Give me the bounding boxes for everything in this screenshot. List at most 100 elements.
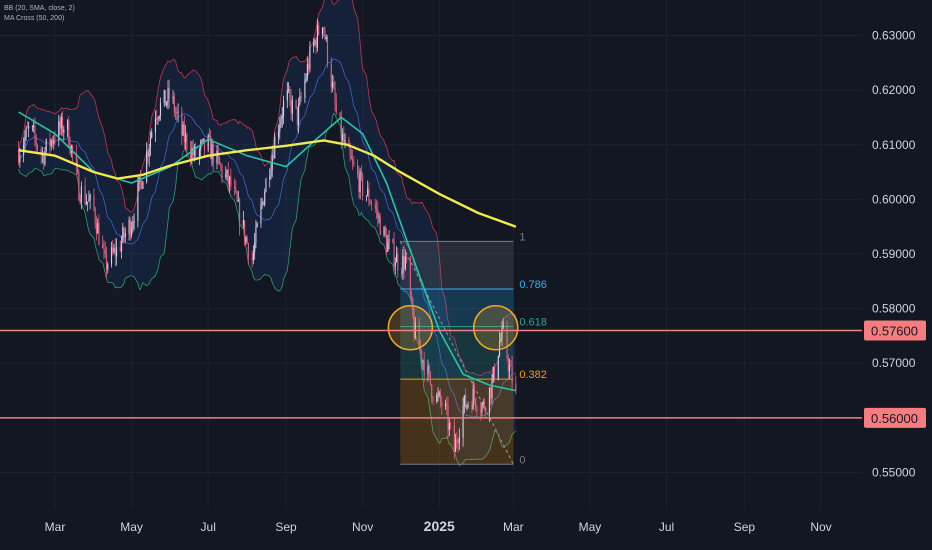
candle-body: [192, 147, 194, 155]
candle: [473, 382, 475, 406]
candle: [288, 82, 290, 93]
candle-body: [122, 227, 124, 242]
candle: [227, 161, 229, 191]
candle: [58, 115, 60, 147]
candle-body: [270, 169, 272, 177]
candle-body: [24, 137, 26, 145]
candle: [453, 416, 455, 460]
bollinger-fill: [18, 0, 516, 466]
price-tick-label: 0.61000: [872, 138, 916, 152]
candle-body: [247, 243, 249, 259]
highlight-circle-2: [473, 304, 519, 351]
candle-body: [164, 90, 167, 106]
candle: [485, 406, 487, 419]
candle-body: [462, 405, 464, 438]
candle-body: [369, 202, 371, 204]
candle: [158, 115, 160, 122]
time-tick-label: Sep: [275, 520, 297, 534]
candle: [211, 138, 213, 167]
candle-body: [316, 25, 319, 48]
price-tick-label: 0.60000: [872, 192, 916, 206]
time-tick-label: Sep: [734, 520, 756, 534]
candle-body: [335, 102, 337, 113]
legend-ma-cross[interactable]: MA Cross (50, 200): [4, 15, 65, 22]
ma-200-line: [18, 139, 517, 228]
candle: [66, 119, 69, 138]
candle-body: [357, 164, 359, 175]
time-tick-label: May: [579, 520, 602, 534]
candle: [151, 128, 153, 139]
candle-body: [365, 195, 367, 197]
candle-body: [237, 200, 239, 202]
candle: [183, 115, 185, 150]
candle-body: [234, 186, 236, 189]
candle-body: [467, 404, 469, 406]
candle-body: [251, 258, 253, 261]
candle: [448, 417, 450, 437]
candle-body: [446, 403, 448, 407]
candle-body: [190, 149, 192, 159]
candle: [282, 95, 285, 125]
candle: [515, 375, 517, 395]
candle-body: [378, 216, 380, 218]
bollinger-upper-band: [18, 0, 517, 376]
candle: [208, 128, 211, 138]
candle-body: [19, 154, 21, 163]
candle-body: [221, 166, 223, 178]
candle: [490, 386, 492, 406]
candle-body: [497, 356, 499, 379]
candle-body: [402, 255, 404, 274]
candle: [247, 242, 249, 265]
candle: [378, 212, 380, 224]
candle: [359, 168, 361, 200]
candle: [68, 116, 70, 148]
candle: [97, 218, 99, 234]
candle: [298, 97, 300, 134]
candle-body: [25, 127, 27, 138]
candle-body: [321, 27, 324, 35]
price-level-badge-label: 0.56000: [871, 411, 918, 426]
candle-body: [456, 439, 458, 444]
candle: [431, 383, 433, 403]
candle: [262, 200, 265, 206]
candle-body: [436, 394, 438, 402]
candle-body: [146, 151, 148, 182]
candle-body: [89, 195, 91, 200]
candle: [120, 235, 123, 259]
fib-level-label-1: 1: [519, 231, 525, 243]
candle: [225, 166, 227, 180]
candle: [456, 432, 458, 449]
candle-body: [352, 159, 354, 162]
candle-body: [148, 148, 150, 158]
candle: [186, 132, 188, 158]
candle-body: [358, 174, 360, 192]
candle: [458, 428, 460, 450]
candle-body: [104, 249, 106, 254]
candle: [323, 26, 325, 38]
candlesticks: [18, 18, 517, 460]
candle-body: [341, 133, 344, 140]
candle-body: [353, 161, 355, 165]
candle-body: [157, 118, 159, 120]
candle-body: [120, 241, 123, 251]
candle-body: [88, 199, 90, 202]
candle: [234, 178, 236, 196]
candle: [402, 248, 404, 280]
candle: [114, 238, 116, 267]
candle: [466, 404, 468, 411]
candle: [492, 366, 494, 383]
candle-body: [254, 242, 256, 253]
candle: [325, 34, 327, 42]
legend-bollinger-bands[interactable]: BB (20, SMA, close, 2): [4, 5, 75, 12]
time-tick-label: Nov: [810, 520, 831, 534]
candle: [89, 193, 91, 210]
candle: [409, 255, 411, 300]
candle: [498, 331, 501, 358]
price-tick-label: 0.58000: [872, 302, 916, 316]
candle: [218, 156, 221, 165]
candle: [131, 221, 133, 239]
candle: [228, 175, 231, 194]
candle-body: [208, 134, 211, 137]
